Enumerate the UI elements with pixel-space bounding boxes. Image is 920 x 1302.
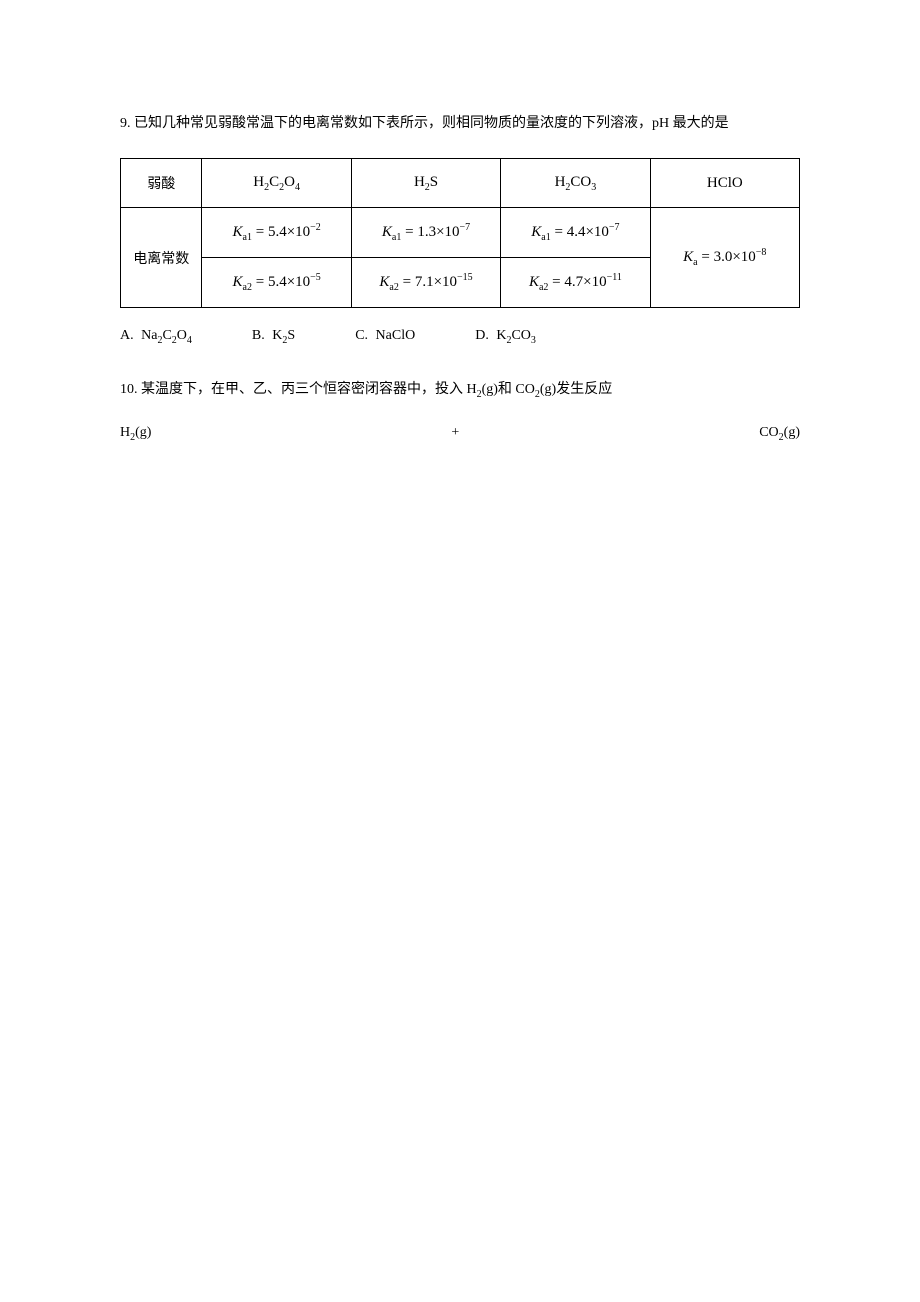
option-c-label: C. [355,328,368,343]
ka-0-0: Ka1 = 5.4×10−2 [202,208,350,257]
option-a-label: A. [120,328,134,343]
q10-equation: H2(g) + CO2(g) [120,425,800,443]
eq-right: CO2(g) [759,425,800,443]
acid-name-2: H2CO3 [501,159,650,208]
option-c-formula: NaClO [376,328,416,343]
option-a: A. Na2C2O4 [120,328,192,346]
acid-header-row: 弱酸 H2C2O4 H2S H2CO3 HClO [121,159,800,208]
option-d: D. K2CO3 [475,328,536,346]
row-header-const: 电离常数 [121,208,202,308]
option-d-label: D. [475,328,489,343]
ka-2-1: Ka2 = 4.7×10−11 [501,257,649,307]
acid-name-1: H2S [351,159,500,208]
eq-mid: + [451,425,459,441]
q9-options: A. Na2C2O4 B. K2S C. NaClO D. K2CO3 [120,328,800,346]
acid-const-0: Ka1 = 5.4×10−2 Ka2 = 5.4×10−5 [202,208,351,308]
acid-const-3: Ka = 3.0×10−8 [650,208,799,308]
acid-name-3: HClO [650,159,799,208]
acid-const-row: 电离常数 Ka1 = 5.4×10−2 Ka2 = 5.4×10−5 Ka1 =… [121,208,800,308]
q10-text: 10. 某温度下，在甲、乙、丙三个恒容密闭容器中，投入 H2(g)和 CO2(g… [120,376,800,405]
option-b-label: B. [252,328,265,343]
option-b-formula: K2S [272,328,295,343]
option-a-formula: Na2C2O4 [141,328,192,343]
acid-name-0: H2C2O4 [202,159,351,208]
eq-left: H2(g) [120,425,151,443]
row-header-acid: 弱酸 [121,159,202,208]
ka-1-1: Ka2 = 7.1×10−15 [352,257,500,307]
acid-table: 弱酸 H2C2O4 H2S H2CO3 HClO 电离常数 Ka1 = 5.4×… [120,158,800,308]
option-b: B. K2S [252,328,295,346]
ka-1-0: Ka1 = 1.3×10−7 [352,208,500,257]
acid-const-2: Ka1 = 4.4×10−7 Ka2 = 4.7×10−11 [501,208,650,308]
ka-2-0: Ka1 = 4.4×10−7 [501,208,649,257]
acid-const-1: Ka1 = 1.3×10−7 Ka2 = 7.1×10−15 [351,208,500,308]
option-d-formula: K2CO3 [496,328,536,343]
q9-text: 9. 已知几种常见弱酸常温下的电离常数如下表所示，则相同物质的量浓度的下列溶液，… [120,110,800,138]
option-c: C. NaClO [355,328,415,344]
ka-0-1: Ka2 = 5.4×10−5 [202,257,350,307]
